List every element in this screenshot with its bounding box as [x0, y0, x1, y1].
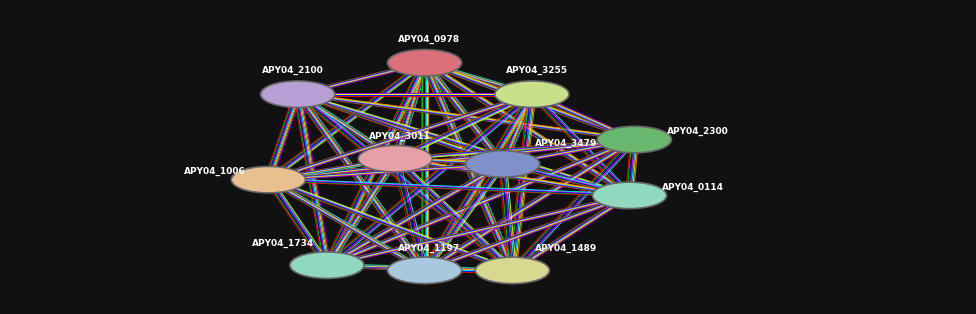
- Text: APY04_1734: APY04_1734: [252, 239, 314, 248]
- Text: APY04_2100: APY04_2100: [262, 66, 324, 75]
- Circle shape: [358, 145, 432, 172]
- Circle shape: [592, 182, 667, 208]
- Circle shape: [597, 126, 671, 153]
- Text: APY04_2300: APY04_2300: [667, 127, 729, 136]
- Text: APY04_0978: APY04_0978: [398, 35, 461, 44]
- Circle shape: [475, 257, 549, 284]
- Circle shape: [290, 252, 364, 279]
- Text: APY04_3011: APY04_3011: [369, 132, 431, 141]
- Text: APY04_1197: APY04_1197: [398, 244, 461, 253]
- Text: APY04_3479: APY04_3479: [535, 139, 597, 148]
- Circle shape: [466, 151, 540, 177]
- Circle shape: [231, 166, 305, 193]
- Circle shape: [387, 50, 462, 76]
- Text: APY04_0114: APY04_0114: [662, 183, 724, 192]
- Circle shape: [495, 81, 569, 107]
- Text: APY04_3255: APY04_3255: [506, 66, 568, 75]
- Circle shape: [387, 257, 462, 284]
- Circle shape: [261, 81, 335, 107]
- Text: APY04_1006: APY04_1006: [183, 167, 246, 176]
- Text: APY04_1489: APY04_1489: [535, 244, 597, 253]
